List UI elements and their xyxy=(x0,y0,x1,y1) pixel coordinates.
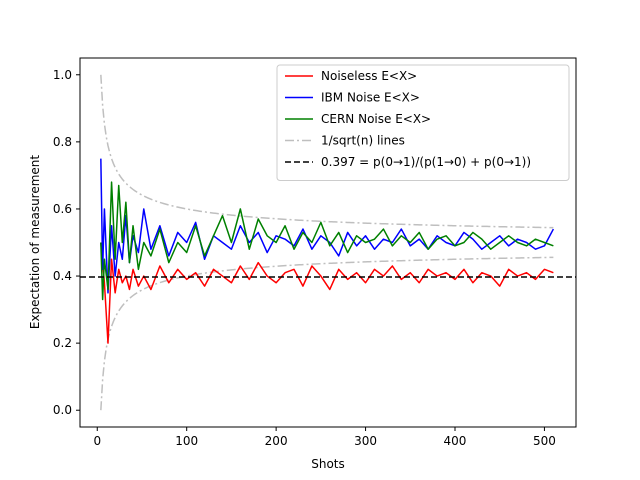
y-axis: 0.0 0.2 0.4 0.6 0.8 1.0 xyxy=(53,68,80,417)
legend-label: CERN Noise E<X> xyxy=(321,112,431,126)
plot-frame xyxy=(79,57,577,428)
y-axis-label: Expectation of measurement xyxy=(28,155,42,330)
legend: Noiseless E<X> IBM Noise E<X> CERN Noise E… xyxy=(276,64,570,181)
legend-label: Noiseless E<X> xyxy=(321,69,417,83)
x-tick-label: 500 xyxy=(533,434,556,448)
bound-line-lower xyxy=(100,256,554,411)
x-tick-label: 400 xyxy=(444,434,467,448)
y-tick-label: 0.0 xyxy=(53,403,72,417)
y-tick-label: 1.0 xyxy=(53,68,72,82)
plot-lines xyxy=(80,74,576,411)
series-line-2 xyxy=(100,181,554,301)
legend-box xyxy=(276,64,570,181)
y-tick-label: 0.8 xyxy=(53,135,72,149)
x-axis: 0 100 200 300 400 500 xyxy=(93,427,556,448)
legend-label: IBM Noise E<X> xyxy=(321,91,420,105)
x-axis-label: Shots xyxy=(311,457,345,471)
y-tick-label: 0.2 xyxy=(53,336,72,350)
x-tick-label: 0 xyxy=(93,434,101,448)
x-tick-label: 300 xyxy=(354,434,377,448)
legend-label: 0.397 = p(0→1)/(p(1→0) + p(0→1)) xyxy=(321,155,531,169)
y-tick-label: 0.6 xyxy=(53,202,72,216)
bound-line-upper xyxy=(100,74,554,229)
x-tick-label: 100 xyxy=(175,434,198,448)
legend-label: 1/sqrt(n) lines xyxy=(321,134,405,148)
y-tick-label: 0.4 xyxy=(53,269,72,283)
x-tick-label: 200 xyxy=(265,434,288,448)
